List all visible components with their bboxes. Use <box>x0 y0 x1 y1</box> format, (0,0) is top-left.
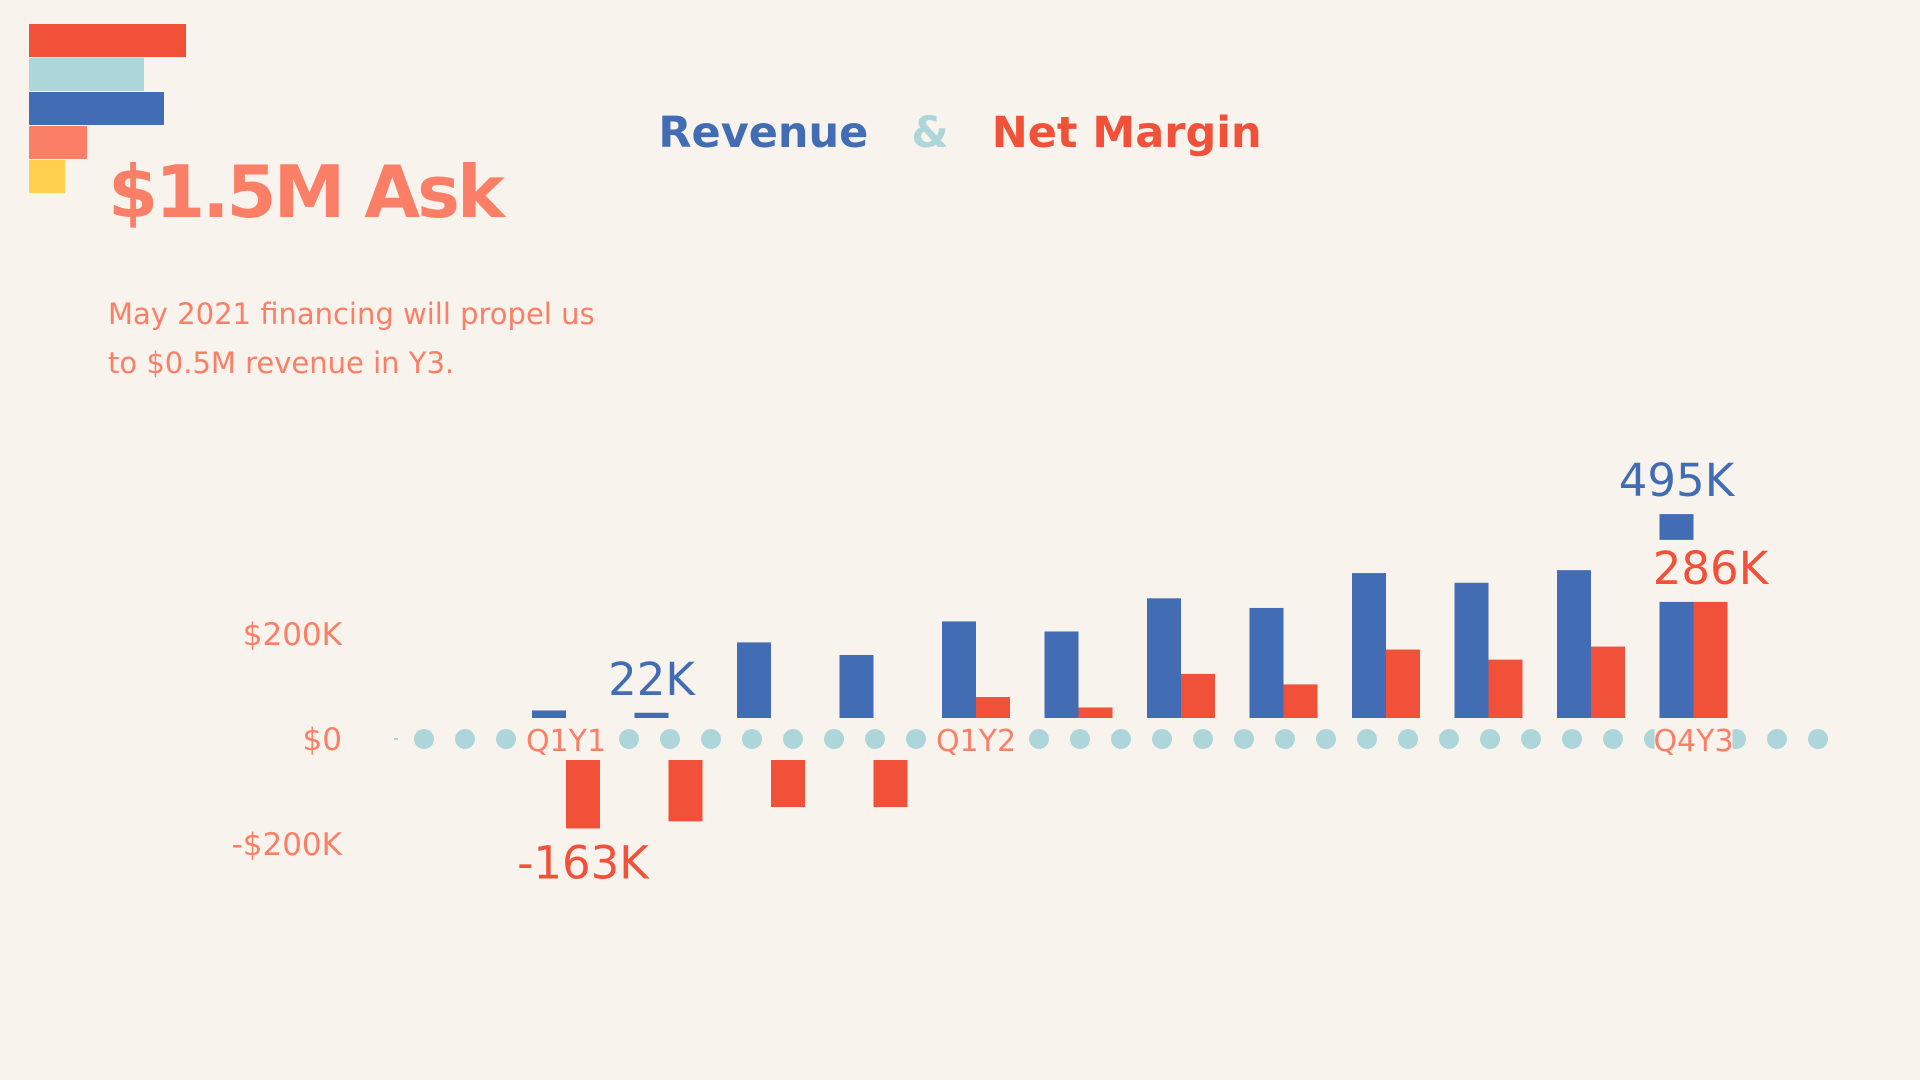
axis-dot <box>1357 729 1377 749</box>
axis-dot <box>455 729 475 749</box>
data-label-revenue-q4y3: 495K <box>1619 454 1736 507</box>
data-label-net-margin-q4y3: 286K <box>1653 542 1770 595</box>
bar-net-margin-q1y1 <box>566 760 600 829</box>
bar-revenue-q1y1 <box>532 710 566 718</box>
legend-ampersand: & <box>911 108 949 158</box>
bar-revenue-q2y1 <box>634 708 669 718</box>
y-tick-label: $0 <box>303 722 342 758</box>
axis-dot <box>1562 729 1582 749</box>
y-tick-label: $200K <box>243 617 343 653</box>
axis-label-bg <box>937 719 1015 759</box>
bar-net-margin-q4y2 <box>1283 684 1318 718</box>
axis-dot <box>1480 729 1500 749</box>
axis-dot <box>1603 729 1623 749</box>
data-label-bg <box>602 650 701 713</box>
axis-dot <box>1275 729 1295 749</box>
legend-revenue: Revenue <box>658 108 869 158</box>
axis-dot <box>1029 729 1049 749</box>
bar-revenue-q4y1 <box>839 655 874 718</box>
axis-dot <box>1398 729 1418 749</box>
data-label-net-margin-q1y1: -163K <box>517 836 650 889</box>
logo-bar-3 <box>29 92 164 125</box>
logo-bar-5 <box>29 160 65 193</box>
bar-revenue-q2y3 <box>1454 582 1489 718</box>
bar-net-margin-q4y3 <box>1693 597 1728 718</box>
axis-dot <box>783 729 803 749</box>
axis-dot <box>906 729 926 749</box>
x-tick-label-q1y2: Q1Y2 <box>936 724 1016 759</box>
bar-net-margin-q3y3 <box>1591 646 1625 718</box>
bar-net-margin-q2y1 <box>668 760 703 822</box>
axis-dot <box>1521 729 1541 749</box>
data-label-revenue-q2y1: 22K <box>608 653 696 706</box>
bar-net-margin-q1y3 <box>1386 649 1420 718</box>
axis-dot <box>414 729 434 749</box>
subtitle: May 2021 financing will propel us to $0.… <box>108 290 708 388</box>
logo-bar-2 <box>29 58 144 91</box>
axis-dot <box>1152 729 1172 749</box>
axis-dot <box>1234 729 1254 749</box>
axis-dot <box>701 729 721 749</box>
axis-dot <box>1070 729 1090 749</box>
bar-revenue-q3y2 <box>1147 598 1181 718</box>
bar-net-margin-q1y2 <box>976 697 1010 718</box>
logo-bar-4 <box>29 126 87 159</box>
axis-dot <box>1111 729 1131 749</box>
data-label-bg <box>1647 539 1774 602</box>
x-tick-label-q4y3: Q4Y3 <box>1653 724 1733 759</box>
bar-net-margin-q2y3 <box>1488 659 1523 718</box>
axis-dot <box>865 729 885 749</box>
headline: $1.5M Ask <box>108 150 505 234</box>
y-tick-label: -$200K <box>232 827 343 863</box>
axis-dot <box>1316 729 1336 749</box>
x-tick-label-q1y1: Q1Y1 <box>526 724 606 759</box>
bar-revenue-q3y1 <box>737 642 771 718</box>
bar-net-margin-q3y2 <box>1181 673 1215 718</box>
subtitle-line-2: to $0.5M revenue in Y3. <box>108 346 455 380</box>
bar-revenue-q3y3 <box>1557 570 1591 718</box>
logo-bar-1 <box>29 24 186 57</box>
bar-revenue-q4y2 <box>1249 607 1284 718</box>
bar-revenue-q1y2 <box>942 621 976 718</box>
bar-net-margin-q2y2 <box>1078 707 1113 718</box>
axis-label-bg <box>1654 719 1733 759</box>
subtitle-line-1: May 2021 financing will propel us <box>108 297 595 331</box>
axis-dot <box>1767 729 1787 749</box>
axis-dot <box>1808 729 1828 749</box>
legend-net-margin: Net Margin <box>991 108 1262 158</box>
data-label-bg <box>1613 452 1740 515</box>
axis-dot <box>496 729 516 749</box>
bar-net-margin-q3y1 <box>771 760 805 808</box>
axis-dot <box>619 729 639 749</box>
axis-dot <box>660 729 680 749</box>
axis-dot <box>742 729 762 749</box>
bar-revenue-q1y3 <box>1352 573 1386 718</box>
axis-label-bg <box>527 719 605 759</box>
axis-dot <box>1439 729 1459 749</box>
axis-dot <box>824 729 844 749</box>
axis-dot <box>1193 729 1213 749</box>
chart-legend: Revenue & Net Margin <box>0 108 1920 158</box>
bar-revenue-q2y2 <box>1044 631 1079 718</box>
bar-net-margin-q4y1 <box>873 760 908 808</box>
